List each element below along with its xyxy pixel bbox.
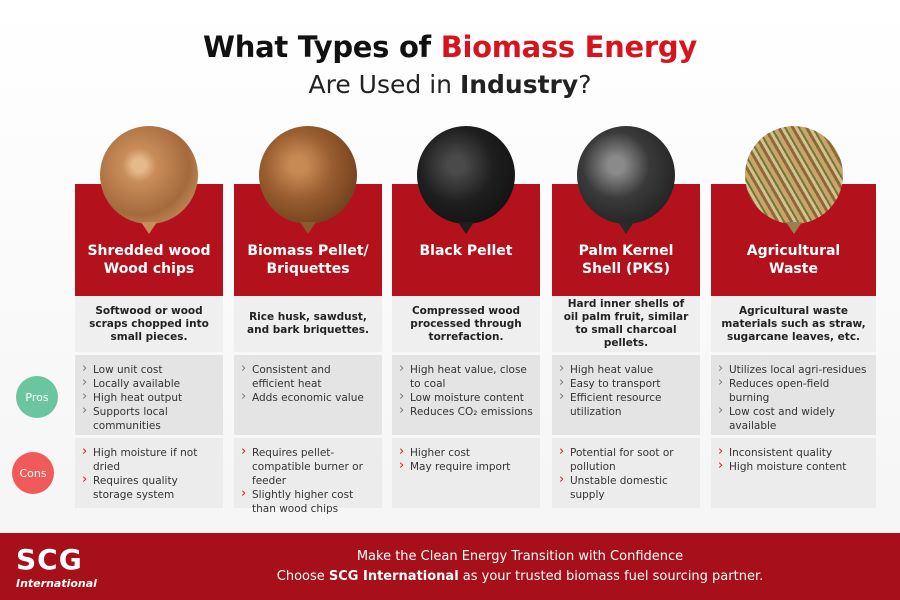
pro-item: Utilizes local agri-residues xyxy=(717,362,870,377)
subtitle-suffix: ? xyxy=(578,70,592,99)
material-image xyxy=(259,126,357,234)
material-name: Black Pellet xyxy=(419,243,513,259)
pro-item: Efficient resource utilization xyxy=(558,390,694,419)
title-text: What Types of xyxy=(203,30,441,64)
material-image xyxy=(577,126,675,234)
column-header: Black Pellet xyxy=(392,126,540,296)
tagline-text: Choose xyxy=(276,569,329,584)
pros-list: Low unit costLocally availableHigh heat … xyxy=(75,355,223,435)
column-header: Palm Kernel Shell (PKS) xyxy=(552,126,700,296)
pro-item: Easy to transport xyxy=(558,376,694,391)
con-item: May require import xyxy=(398,459,534,474)
pro-item: Locally available xyxy=(81,376,217,391)
cons-list: Higher costMay require import xyxy=(392,438,540,508)
cons-label: Cons xyxy=(12,452,54,494)
tagline: Make the Clean Energy Transition with Co… xyxy=(356,549,684,564)
material-name: Shredded wood Wood chips xyxy=(87,243,211,277)
tagline: Choose SCG International as your trusted… xyxy=(170,569,870,584)
pro-item: Low cost and widely available xyxy=(717,404,870,433)
subtitle: Are Used in Industry? xyxy=(0,70,900,99)
con-item: Unstable domestic supply xyxy=(558,473,694,502)
pro-item: High heat value, close to coal xyxy=(398,362,534,391)
pro-item: Consistent and efficient heat xyxy=(240,362,376,391)
footer: SCG International Make the Clean Energy … xyxy=(0,533,900,600)
material-image xyxy=(417,126,515,234)
pros-list: Consistent and efficient heatAdds econom… xyxy=(234,355,382,435)
material-name: Agricultural Waste xyxy=(746,243,841,277)
cons-list: Inconsistent qualityHigh moisture conten… xyxy=(711,438,876,508)
column-header: Biomass Pellet/ Briquettes xyxy=(234,126,382,296)
material-image xyxy=(744,126,843,234)
tagline-text: as your trusted biomass fuel sourcing pa… xyxy=(458,569,764,584)
subtitle-text: Are Used in xyxy=(308,70,460,99)
title-highlight: Biomass Energy xyxy=(440,30,698,64)
pros-list: High heat valueEasy to transportEfficien… xyxy=(552,355,700,435)
pro-item: Reduces open-field burning xyxy=(717,376,870,405)
con-item: High moisture if not dried xyxy=(81,445,217,474)
con-item: High moisture content xyxy=(717,459,870,474)
cons-list: Potential for soot or pollutionUnstable … xyxy=(552,438,700,508)
pro-item: Supports local communities xyxy=(81,404,217,433)
tagline-bold: SCG International xyxy=(328,569,459,584)
pro-item: Low moisture content xyxy=(398,390,534,405)
con-item: Requires quality storage system xyxy=(81,473,217,502)
material-description: Rice husk, sawdust, and bark briquettes. xyxy=(234,296,382,352)
material-description: Agricultural waste materials such as str… xyxy=(711,296,876,352)
logo: SCG xyxy=(16,543,83,576)
con-item: Potential for soot or pollution xyxy=(558,445,694,474)
pros-label: Pros xyxy=(16,376,58,418)
con-item: Inconsistent quality xyxy=(717,445,870,460)
material-name: Biomass Pellet/ Briquettes xyxy=(247,243,369,277)
pro-item: High heat output xyxy=(81,390,217,405)
pros-list: Utilizes local agri-residuesReduces open… xyxy=(711,355,876,435)
con-item: Slightly higher cost than wood chips xyxy=(240,487,376,516)
pro-item: Adds economic value xyxy=(240,390,376,405)
con-item: Requires pellet-compatible burner or fee… xyxy=(240,445,376,488)
pro-item: High heat value xyxy=(558,362,694,377)
column-header: Shredded wood Wood chips xyxy=(75,126,223,296)
column-header: Agricultural Waste xyxy=(711,126,876,296)
material-description: Compressed wood processed through torref… xyxy=(392,296,540,352)
logo-sub: International xyxy=(16,577,97,590)
material-description: Hard inner shells of oil palm fruit, sim… xyxy=(552,296,700,352)
pros-list: High heat value, close to coalLow moistu… xyxy=(392,355,540,435)
material-name: Palm Kernel Shell (PKS) xyxy=(578,243,674,277)
pro-item: Low unit cost xyxy=(81,362,217,377)
material-description: Softwood or wood scraps chopped into sma… xyxy=(75,296,223,352)
pro-item: Reduces CO₂ emissions xyxy=(398,404,534,419)
cons-list: Requires pellet-compatible burner or fee… xyxy=(234,438,382,515)
material-image xyxy=(100,126,198,234)
title: What Types of Biomass Energy xyxy=(0,30,900,64)
con-item: Higher cost xyxy=(398,445,534,460)
cons-list: High moisture if not driedRequires quali… xyxy=(75,438,223,508)
subtitle-bold: Industry xyxy=(459,70,579,99)
